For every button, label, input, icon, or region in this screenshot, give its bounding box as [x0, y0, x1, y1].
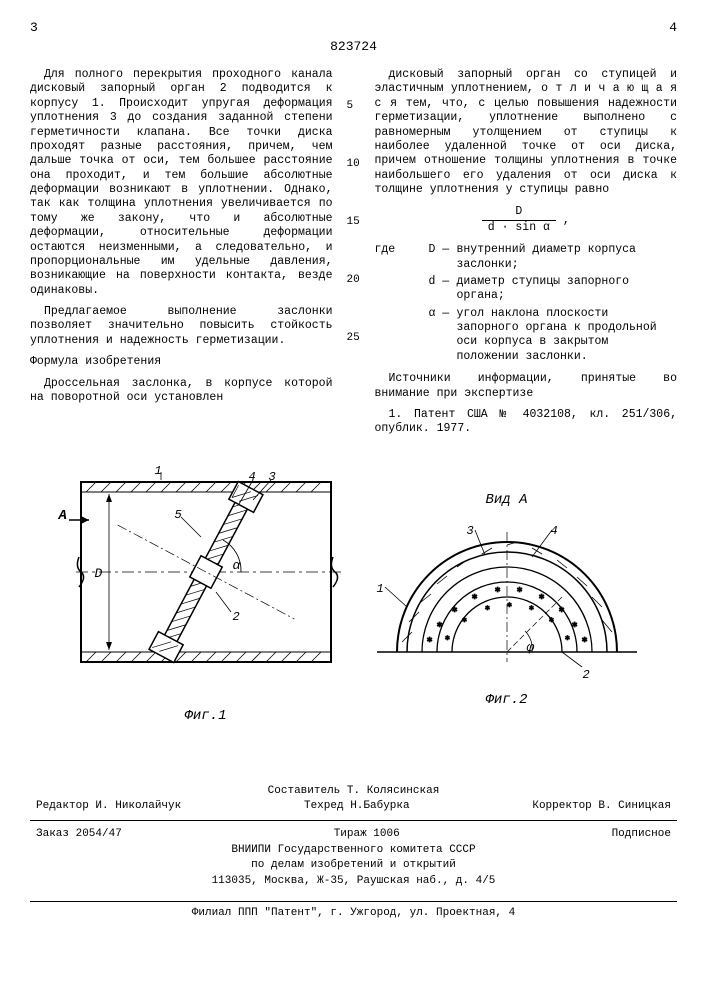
footer-order: Заказ 2054/47 — [36, 827, 122, 842]
footer-techred: Техред Н.Бабурка — [304, 799, 410, 814]
fig2-n4: 4 — [551, 524, 558, 538]
footer-org1: ВНИИПИ Государственного комитета СССР — [30, 843, 677, 858]
def-d-txt: диаметр ступицы запорного органа; — [457, 275, 678, 304]
left-para-1: Для полного перекрытия проходного канала… — [30, 68, 333, 298]
fig1-n3: 3 — [269, 470, 276, 484]
svg-text:✱: ✱ — [472, 592, 478, 602]
footer-corrector: Корректор В. Синицкая — [532, 799, 671, 814]
fig1-A-label: A — [59, 508, 67, 524]
figures-row: A D α 1 3 4 5 2 Фиг.1 Вид A — [30, 462, 677, 724]
fig1-caption: Фиг.1 — [61, 708, 351, 724]
figure-2: Вид A ✱✱ ✱✱ ✱✱ ✱✱ — [367, 492, 647, 724]
source-1: 1. Патент США № 4032108, кл. 251/306, оп… — [375, 408, 678, 437]
line-num: 15 — [347, 216, 361, 228]
footer-org2: по делам изобретений и открытий — [30, 858, 677, 873]
fig1-n5: 5 — [175, 508, 182, 522]
fig2-title: Вид A — [367, 492, 647, 508]
right-column: дисковый запорный орган со ступицей и эл… — [375, 68, 678, 444]
sources-heading: Источники информации, принятые во вниман… — [375, 372, 678, 401]
fig2-n1: 1 — [377, 582, 384, 596]
svg-text:✱: ✱ — [539, 592, 545, 602]
line-num: 5 — [347, 100, 361, 112]
fig2-n3: 3 — [467, 524, 474, 538]
line-num: 10 — [347, 158, 361, 170]
left-para-3: Дроссельная заслонка, в корпусе которой … — [30, 377, 333, 406]
footer-tirage: Тираж 1006 — [334, 827, 400, 842]
footer-editor: Редактор И. Николайчук — [36, 799, 181, 814]
fig1-D-label: D — [95, 566, 103, 581]
definitions: где D — внутренний диаметр корпуса засло… — [375, 243, 678, 364]
left-column: Для полного перекрытия проходного канала… — [30, 68, 333, 444]
svg-text:✱: ✱ — [559, 605, 565, 615]
svg-text:✱: ✱ — [517, 585, 523, 595]
def-a-txt: угол наклона плоскости запорного органа … — [457, 307, 678, 365]
svg-text:✱: ✱ — [452, 605, 458, 615]
svg-text:✱: ✱ — [437, 620, 443, 630]
footer-branch: Филиал ППП "Патент", г. Ужгород, ул. Про… — [30, 901, 677, 921]
svg-text:✱: ✱ — [565, 634, 570, 643]
def-where: где — [375, 243, 429, 272]
def-D-sym: D — — [429, 243, 457, 272]
page-numbers: 3 4 — [30, 20, 677, 35]
footer-sign: Подписное — [612, 827, 671, 842]
def-D-txt: внутренний диаметр корпуса заслонки; — [457, 243, 678, 272]
text-columns: Для полного перекрытия проходного канала… — [30, 68, 677, 444]
page-left: 3 — [30, 20, 38, 35]
formula: D d · sin α , — [375, 205, 678, 235]
def-a-sym: α — — [429, 307, 457, 365]
fig1-alpha-label: α — [233, 558, 241, 573]
footer-addr: 113035, Москва, Ж-35, Раушская наб., д. … — [30, 874, 677, 889]
svg-text:✱: ✱ — [529, 604, 534, 613]
fig2-caption: Фиг.2 — [367, 692, 647, 708]
fig2-phi: φ — [527, 640, 535, 655]
document-number: 823724 — [30, 39, 677, 54]
line-num: 25 — [347, 332, 361, 344]
fig1-n2: 2 — [233, 610, 240, 624]
svg-text:✱: ✱ — [427, 635, 433, 645]
line-num: 20 — [347, 274, 361, 286]
fig2-n2: 2 — [583, 668, 590, 682]
left-para-2: Предлагаемое выполнение заслонки позволя… — [30, 305, 333, 348]
footer: Составитель Т. Колясинская Редактор И. Н… — [30, 784, 677, 922]
right-para-1: дисковый запорный орган со ступицей и эл… — [375, 68, 678, 197]
svg-text:✱: ✱ — [582, 635, 588, 645]
svg-text:✱: ✱ — [572, 620, 578, 630]
footer-compiler: Составитель Т. Колясинская — [30, 784, 677, 799]
svg-text:✱: ✱ — [507, 601, 512, 610]
frac-denominator: d · sin α — [482, 221, 556, 235]
formula-punct: , — [563, 214, 570, 227]
figure-1: A D α 1 3 4 5 2 Фиг.1 — [61, 462, 351, 724]
formula-heading: Формула изобретения — [30, 355, 333, 369]
fig1-n1: 1 — [155, 464, 162, 478]
frac-numerator: D — [482, 205, 556, 220]
svg-text:✱: ✱ — [495, 585, 501, 595]
def-d-sym: d — — [429, 275, 457, 304]
line-number-gutter: 5 10 15 20 25 — [347, 68, 361, 444]
fig1-n4: 4 — [249, 470, 256, 484]
svg-text:✱: ✱ — [485, 604, 490, 613]
page-right: 4 — [669, 20, 677, 35]
svg-text:✱: ✱ — [445, 634, 450, 643]
